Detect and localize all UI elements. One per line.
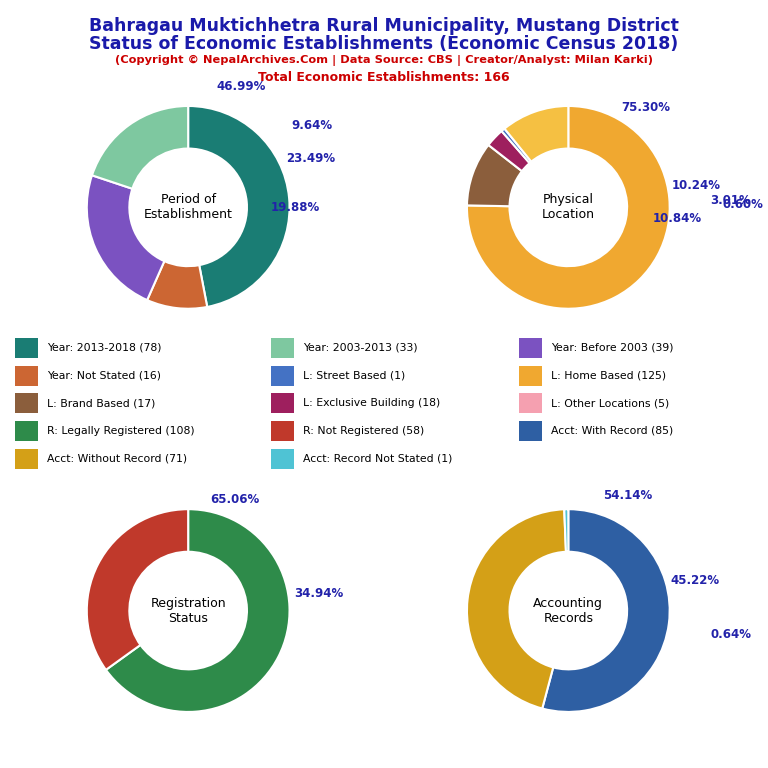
FancyBboxPatch shape [271,366,293,386]
Text: 54.14%: 54.14% [603,488,652,502]
Text: Year: Before 2003 (39): Year: Before 2003 (39) [551,343,674,353]
Text: Acct: Without Record (71): Acct: Without Record (71) [47,454,187,464]
Text: 0.64%: 0.64% [710,628,751,641]
Text: R: Not Registered (58): R: Not Registered (58) [303,426,424,436]
FancyBboxPatch shape [271,449,293,468]
Wedge shape [502,128,531,163]
FancyBboxPatch shape [519,393,542,413]
Text: 10.24%: 10.24% [672,179,721,192]
Text: R: Legally Registered (108): R: Legally Registered (108) [47,426,194,436]
FancyBboxPatch shape [15,421,38,441]
Text: L: Exclusive Building (18): L: Exclusive Building (18) [303,399,440,409]
Wedge shape [106,509,290,712]
Text: Registration
Status: Registration Status [151,597,226,624]
Text: L: Street Based (1): L: Street Based (1) [303,371,405,381]
Text: 23.49%: 23.49% [286,152,336,165]
FancyBboxPatch shape [15,366,38,386]
Text: Physical
Location: Physical Location [541,194,595,221]
Text: 75.30%: 75.30% [621,101,670,114]
FancyBboxPatch shape [271,421,293,441]
Text: Total Economic Establishments: 166: Total Economic Establishments: 166 [258,71,510,84]
Wedge shape [147,261,207,309]
Text: Period of
Establishment: Period of Establishment [144,194,233,221]
Wedge shape [92,106,188,189]
Text: Year: 2013-2018 (78): Year: 2013-2018 (78) [47,343,161,353]
FancyBboxPatch shape [271,338,293,358]
Wedge shape [188,106,290,307]
Wedge shape [87,509,188,670]
Text: 19.88%: 19.88% [270,201,320,214]
Text: Year: 2003-2013 (33): Year: 2003-2013 (33) [303,343,417,353]
Text: Bahragau Muktichhetra Rural Municipality, Mustang District: Bahragau Muktichhetra Rural Municipality… [89,17,679,35]
Text: 9.64%: 9.64% [292,119,333,132]
Text: L: Home Based (125): L: Home Based (125) [551,371,666,381]
Text: 10.84%: 10.84% [653,211,702,224]
Wedge shape [467,509,566,709]
FancyBboxPatch shape [15,338,38,358]
Text: Acct: With Record (85): Acct: With Record (85) [551,426,674,436]
FancyBboxPatch shape [15,449,38,468]
FancyBboxPatch shape [519,366,542,386]
Text: (Copyright © NepalArchives.Com | Data Source: CBS | Creator/Analyst: Milan Karki: (Copyright © NepalArchives.Com | Data So… [115,55,653,66]
Wedge shape [542,509,670,712]
Wedge shape [467,106,670,309]
FancyBboxPatch shape [519,421,542,441]
Wedge shape [87,175,164,300]
Text: 46.99%: 46.99% [216,80,266,93]
Text: L: Brand Based (17): L: Brand Based (17) [47,399,155,409]
Text: 3.01%: 3.01% [710,194,751,207]
Wedge shape [467,145,522,207]
Text: Acct: Record Not Stated (1): Acct: Record Not Stated (1) [303,454,452,464]
FancyBboxPatch shape [271,393,293,413]
Wedge shape [564,509,568,552]
Text: 0.60%: 0.60% [723,198,763,210]
Text: 65.06%: 65.06% [210,493,259,506]
Text: 45.22%: 45.22% [670,574,719,588]
FancyBboxPatch shape [519,338,542,358]
FancyBboxPatch shape [15,393,38,413]
Wedge shape [505,106,568,162]
Text: Status of Economic Establishments (Economic Census 2018): Status of Economic Establishments (Econo… [89,35,679,52]
Text: Year: Not Stated (16): Year: Not Stated (16) [47,371,161,381]
Text: Accounting
Records: Accounting Records [534,597,603,624]
Wedge shape [488,131,530,171]
Text: L: Other Locations (5): L: Other Locations (5) [551,399,670,409]
Text: 34.94%: 34.94% [294,587,343,600]
